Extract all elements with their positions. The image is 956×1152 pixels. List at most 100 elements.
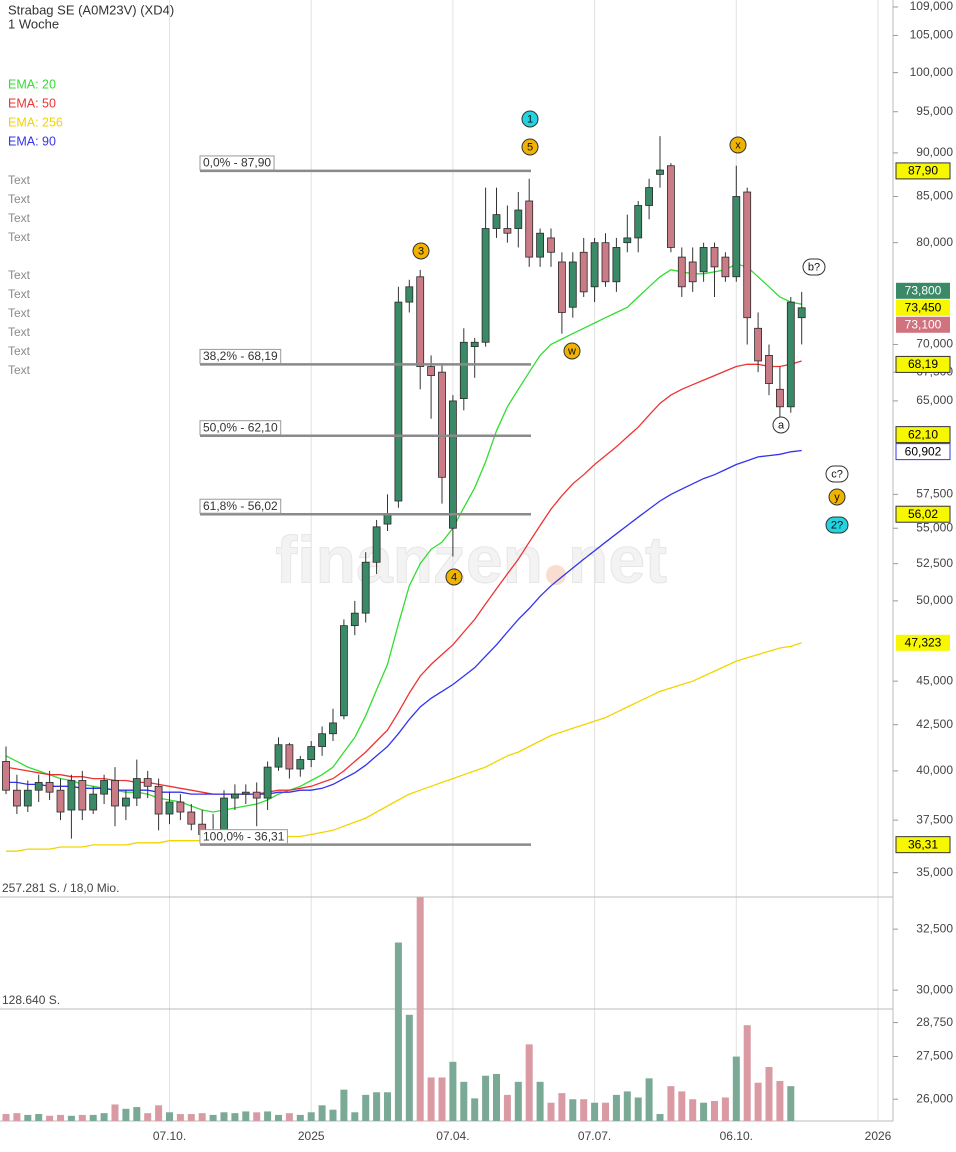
candle-body: [558, 261, 566, 313]
volume-bar: [754, 1082, 762, 1121]
volume-bar: [602, 1102, 609, 1121]
candle-body: [459, 341, 468, 399]
wave-label-box: [729, 136, 747, 154]
candle-body: [754, 327, 762, 362]
candle-body: [372, 526, 381, 563]
volume-bar: [133, 1107, 141, 1121]
candle-body: [143, 778, 152, 787]
volume-bar: [155, 1105, 163, 1121]
value-box-label: 73,800: [905, 283, 942, 297]
y-tick-label: 32,500: [916, 921, 953, 935]
fib-label-box: [199, 420, 282, 436]
y-tick-label: 85,000: [916, 189, 953, 203]
volume-bar: [253, 1112, 261, 1121]
value-box: [896, 634, 950, 651]
volume-bar: [89, 1114, 97, 1121]
candle-body: [470, 341, 479, 348]
y-tick-label: 50,000: [916, 593, 953, 607]
volume-bar: [285, 1113, 293, 1121]
candle-body: [405, 286, 414, 303]
volume-bar: [231, 1113, 239, 1121]
value-box: [896, 282, 950, 299]
value-box-label: 56,02: [908, 507, 938, 521]
candle-body: [187, 811, 196, 825]
volume-bar: [111, 1104, 119, 1121]
y-tick-label: 90,000: [916, 145, 953, 159]
x-tick-label: 2026: [865, 1129, 892, 1143]
value-box: [895, 443, 951, 461]
candle-body: [329, 722, 337, 735]
note: Text: [8, 268, 31, 282]
volume-bar: [24, 1114, 32, 1121]
volume-bar: [405, 1014, 413, 1121]
volume-bar: [198, 1113, 206, 1121]
volume-bar: [78, 1114, 86, 1121]
ema-line: [6, 449, 802, 795]
volume-bar: [187, 1114, 195, 1121]
candle-body: [241, 791, 250, 795]
volume-bar: [547, 1102, 555, 1121]
value-box: [895, 426, 951, 444]
candle-body: [547, 237, 555, 253]
volume-bar: [351, 1112, 359, 1121]
note: Text: [8, 192, 31, 206]
candle-body: [230, 793, 239, 799]
candle-body: [590, 242, 599, 288]
candle-body: [339, 625, 348, 717]
volume-bar: [580, 1099, 588, 1121]
fib-label: 0,0% - 87,90: [203, 156, 271, 170]
volume-bar: [623, 1091, 631, 1121]
wave-label: b?: [808, 261, 820, 273]
note: Text: [8, 344, 31, 358]
value-box: [895, 505, 951, 523]
volume-bar: [525, 1044, 533, 1121]
candle-body: [699, 247, 708, 273]
wave-label: a: [778, 419, 785, 431]
candle-body: [645, 187, 653, 206]
wave-label-box: [563, 342, 581, 360]
volume-bar: [307, 1112, 315, 1121]
volume-bar: [678, 1091, 686, 1121]
volume-bar: [503, 1094, 511, 1121]
legend-entry: EMA: 256: [8, 115, 63, 129]
candle-body: [579, 251, 588, 293]
y-tick-label: 27,500: [916, 1049, 953, 1063]
volume-bar: [329, 1109, 337, 1121]
fib-label-box: [199, 829, 288, 845]
value-box: [895, 162, 951, 180]
volume-bar: [394, 942, 402, 1121]
candle-body: [438, 371, 446, 478]
candle-body: [514, 209, 523, 229]
volume-bar: [569, 1099, 577, 1121]
candle-body: [2, 761, 10, 791]
value-box: [895, 836, 951, 854]
candle-body: [634, 205, 643, 239]
volume-bar: [296, 1114, 304, 1121]
wave-label: 3: [418, 245, 424, 257]
volume-bar: [275, 1114, 282, 1121]
y-tick-label: 40,000: [916, 763, 953, 777]
legend-entry: EMA: 20: [8, 77, 56, 91]
candle-body: [732, 196, 741, 278]
wave-label: 5: [527, 141, 533, 153]
candle-body: [89, 793, 98, 811]
volume-bar: [166, 1112, 173, 1121]
volume-bar: [558, 1093, 566, 1121]
note: Text: [8, 363, 31, 377]
wave-label-box: [825, 516, 849, 534]
wave-label-box: [445, 568, 463, 586]
y-tick-label: 52,500: [916, 556, 953, 570]
value-box-label: 87,90: [908, 164, 938, 178]
volume-bar: [667, 1086, 675, 1121]
candle-body: [220, 797, 228, 831]
volume-bar: [634, 1097, 642, 1121]
candle-body: [296, 759, 305, 770]
volume-bar: [645, 1078, 653, 1121]
volume-tick-label: 128.640 S.: [2, 993, 60, 1007]
x-tick-label: 07.10.: [153, 1129, 186, 1143]
candle-body: [448, 400, 457, 529]
wave-label-box: [412, 242, 430, 260]
volume-bar: [209, 1114, 217, 1121]
